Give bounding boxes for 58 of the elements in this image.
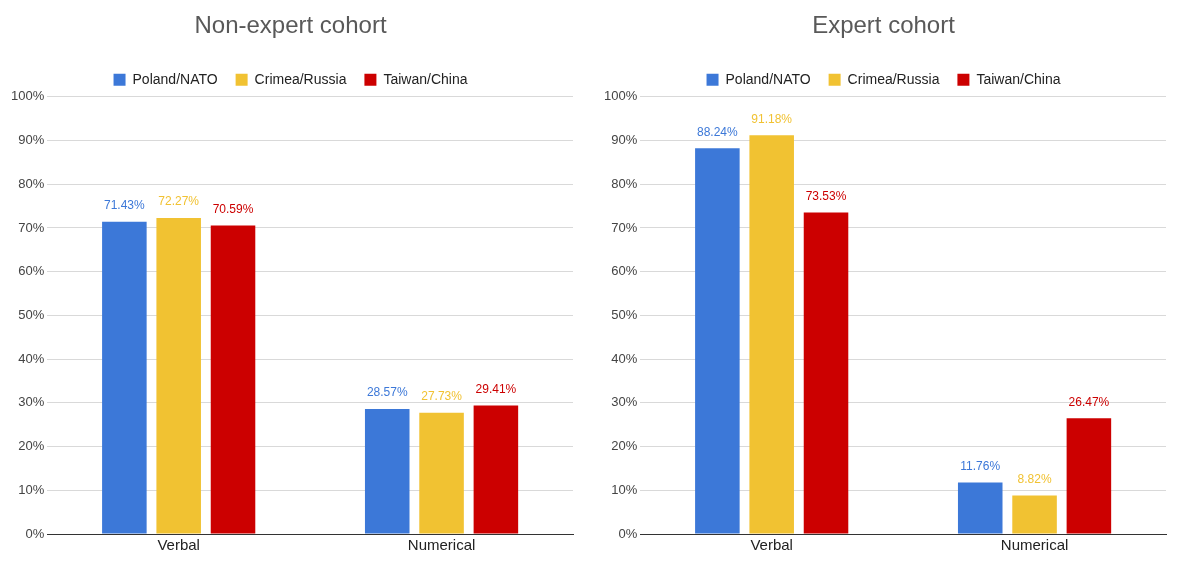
legend-label: Crimea/Russia — [847, 70, 940, 87]
y-tick-label: 70% — [18, 219, 45, 235]
y-tick-label: 20% — [18, 438, 45, 454]
bar — [749, 135, 794, 534]
data-label: 28.57% — [366, 385, 408, 400]
data-label: 8.82% — [1017, 471, 1052, 486]
bar — [419, 412, 464, 534]
bar — [803, 212, 849, 534]
bar — [1012, 495, 1057, 534]
legend-label: Taiwan/China — [976, 70, 1061, 87]
legend-label: Taiwan/China — [383, 70, 468, 87]
y-tick-label: 70% — [611, 219, 638, 235]
y-tick-label: 50% — [18, 306, 45, 322]
y-tick-label: 30% — [611, 394, 638, 410]
bar — [957, 482, 1003, 534]
data-label: 27.73% — [421, 389, 463, 404]
y-tick-label: 80% — [18, 175, 45, 191]
bar — [473, 405, 519, 534]
data-label: 71.43% — [104, 198, 146, 213]
bar — [364, 409, 410, 534]
data-label: 72.27% — [158, 194, 200, 209]
legend-label: Crimea/Russia — [254, 70, 347, 87]
data-label: 73.53% — [805, 188, 847, 203]
y-tick-label: 90% — [18, 132, 45, 148]
y-tick-label: 100% — [604, 88, 638, 104]
x-tick-label: Numerical — [1000, 536, 1069, 554]
y-tick-label: 90% — [611, 132, 638, 148]
y-tick-label: 60% — [18, 263, 45, 279]
bar — [156, 218, 201, 534]
data-label: 29.41% — [475, 381, 517, 396]
data-label: 70.59% — [212, 201, 254, 216]
y-tick-label: 0% — [25, 525, 45, 541]
y-tick-label: 80% — [611, 175, 638, 191]
y-tick-label: 10% — [18, 481, 45, 497]
data-label: 26.47% — [1068, 394, 1110, 409]
y-tick-label: 50% — [611, 306, 638, 322]
data-label: 88.24% — [697, 124, 739, 139]
x-tick-label: Verbal — [157, 536, 200, 554]
legend-label: Poland/NATO — [132, 70, 218, 87]
bar — [102, 221, 147, 534]
y-tick-label: 40% — [611, 350, 638, 366]
y-tick-label: 60% — [611, 263, 638, 279]
y-tick-label: 0% — [618, 525, 638, 541]
y-tick-label: 100% — [11, 88, 45, 104]
bar — [1066, 418, 1112, 534]
bar — [210, 225, 256, 534]
x-tick-label: Verbal — [750, 536, 793, 554]
bar — [695, 148, 740, 534]
y-tick-label: 40% — [18, 350, 45, 366]
data-label: 11.76% — [960, 458, 1001, 473]
chart-title: Expert cohort — [812, 11, 956, 39]
y-tick-label: 20% — [611, 438, 638, 454]
x-tick-label: Numerical — [407, 536, 476, 554]
y-tick-label: 10% — [611, 481, 638, 497]
data-label: 91.18% — [751, 111, 793, 126]
legend-label: Poland/NATO — [725, 70, 811, 87]
chart-title: Non-expert cohort — [194, 11, 387, 39]
y-tick-label: 30% — [18, 394, 45, 410]
